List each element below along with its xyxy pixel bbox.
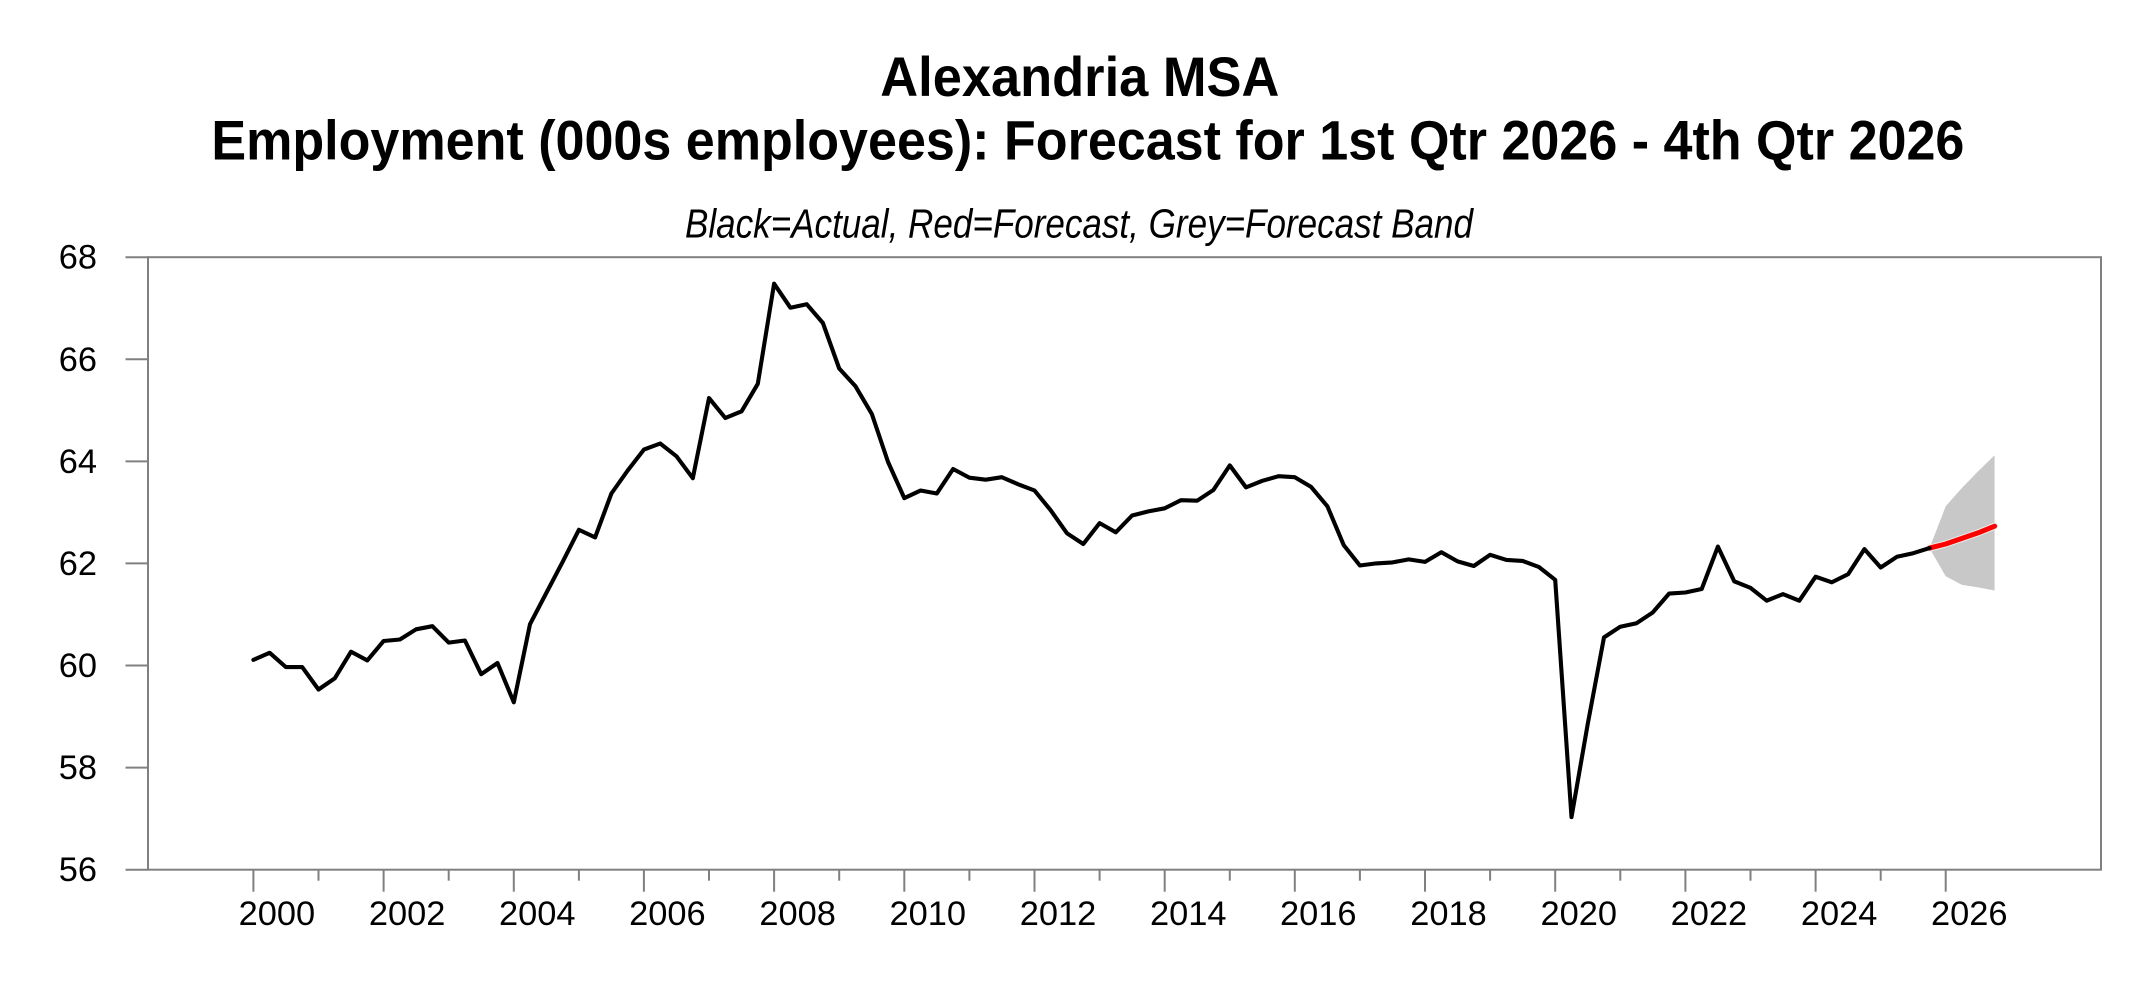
svg-text:Alexandria MSA: Alexandria MSA <box>880 45 1279 108</box>
svg-text:58: 58 <box>59 749 97 787</box>
svg-text:64: 64 <box>59 443 97 481</box>
svg-text:2018: 2018 <box>1410 895 1487 933</box>
svg-text:2024: 2024 <box>1801 895 1878 933</box>
svg-text:2020: 2020 <box>1540 895 1617 933</box>
svg-text:2012: 2012 <box>1020 895 1097 933</box>
svg-text:2008: 2008 <box>759 895 836 933</box>
svg-text:56: 56 <box>59 851 97 889</box>
svg-text:2010: 2010 <box>890 895 967 933</box>
svg-text:2022: 2022 <box>1671 895 1748 933</box>
svg-text:Black=Actual, Red=Forecast, Gr: Black=Actual, Red=Forecast, Grey=Forecas… <box>685 200 1474 246</box>
svg-text:62: 62 <box>59 545 97 583</box>
svg-text:2006: 2006 <box>629 895 706 933</box>
svg-text:2002: 2002 <box>369 895 446 933</box>
svg-text:60: 60 <box>59 647 97 685</box>
svg-text:2014: 2014 <box>1150 895 1227 933</box>
svg-text:2016: 2016 <box>1280 895 1357 933</box>
svg-text:68: 68 <box>59 239 97 277</box>
svg-text:2000: 2000 <box>239 895 316 933</box>
svg-text:2004: 2004 <box>499 895 576 933</box>
svg-text:2026: 2026 <box>1931 895 2008 933</box>
svg-text:Employment (000s employees): F: Employment (000s employees): Forecast fo… <box>211 109 1964 172</box>
svg-text:66: 66 <box>59 341 97 379</box>
